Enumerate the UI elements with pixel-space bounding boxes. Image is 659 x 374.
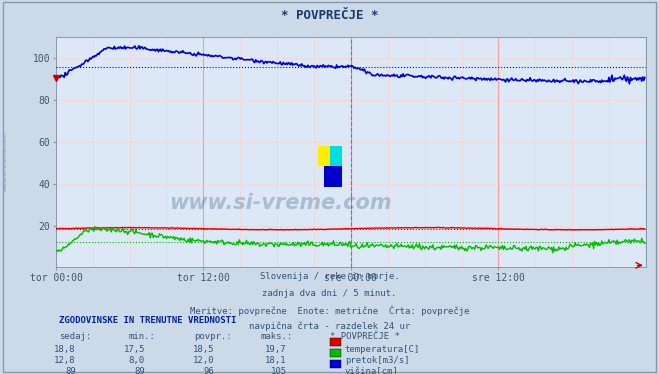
Text: 8,0: 8,0 (129, 356, 145, 365)
Text: 17,5: 17,5 (123, 345, 145, 354)
Text: 19,7: 19,7 (265, 345, 287, 354)
Text: www.si-vreme.com: www.si-vreme.com (3, 131, 8, 191)
Text: 12,8: 12,8 (54, 356, 76, 365)
Text: 105: 105 (271, 367, 287, 374)
Text: * POVPREČJE *: * POVPREČJE * (281, 9, 378, 22)
Text: min.:: min.: (129, 332, 156, 341)
Text: Meritve: povprečne  Enote: metrične  Črta: povprečje: Meritve: povprečne Enote: metrične Črta:… (190, 305, 469, 316)
Text: povpr.:: povpr.: (194, 332, 232, 341)
Text: višina[cm]: višina[cm] (345, 367, 399, 374)
Text: 18,1: 18,1 (265, 356, 287, 365)
Text: navpična črta - razdelek 24 ur: navpična črta - razdelek 24 ur (249, 322, 410, 331)
Text: 89: 89 (134, 367, 145, 374)
Text: * POVPREČJE *: * POVPREČJE * (330, 332, 399, 341)
Text: Slovenija / reke in morje.: Slovenija / reke in morje. (260, 272, 399, 281)
Text: www.si-vreme.com: www.si-vreme.com (169, 193, 391, 213)
Text: 18,5: 18,5 (192, 345, 214, 354)
Text: 89: 89 (65, 367, 76, 374)
Text: sedaj:: sedaj: (59, 332, 92, 341)
Text: ZGODOVINSKE IN TRENUTNE VREDNOSTI: ZGODOVINSKE IN TRENUTNE VREDNOSTI (59, 316, 237, 325)
Text: 12,0: 12,0 (192, 356, 214, 365)
Text: zadnja dva dni / 5 minut.: zadnja dva dni / 5 minut. (262, 289, 397, 298)
Text: pretok[m3/s]: pretok[m3/s] (345, 356, 409, 365)
Text: 18,8: 18,8 (54, 345, 76, 354)
Text: maks.:: maks.: (260, 332, 293, 341)
Text: 96: 96 (204, 367, 214, 374)
Text: temperatura[C]: temperatura[C] (345, 345, 420, 354)
